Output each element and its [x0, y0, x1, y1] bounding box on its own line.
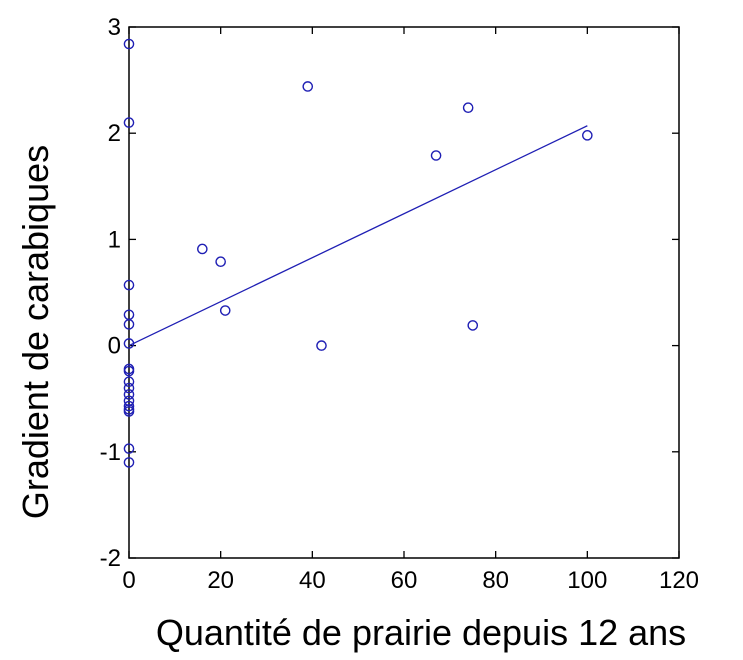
- data-point: [430, 150, 442, 161]
- data-point: [462, 102, 474, 114]
- data-point: [123, 338, 135, 349]
- data-point: [123, 395, 135, 407]
- x-tick-label: 20: [207, 567, 234, 594]
- x-axis-label: Quantité de prairie depuis 12 ans: [156, 612, 686, 653]
- y-tick-label: 0: [108, 333, 121, 360]
- x-tick-label: 80: [482, 567, 509, 594]
- data-point: [123, 443, 135, 454]
- data-point: [316, 340, 327, 351]
- x-tick-label: 60: [391, 567, 418, 594]
- y-tick-label: 2: [108, 120, 121, 147]
- plot-area: [128, 26, 680, 559]
- data-point: [123, 382, 135, 394]
- x-tick-label: 120: [659, 567, 699, 594]
- data-point: [467, 320, 479, 331]
- data-points: [123, 38, 593, 468]
- data-point: [123, 319, 135, 330]
- data-point: [123, 376, 135, 388]
- data-point: [219, 305, 231, 316]
- data-point: [197, 243, 208, 255]
- y-tick-label: 1: [108, 226, 121, 253]
- trend-line: [128, 125, 588, 347]
- y-tick-label: 3: [108, 14, 121, 41]
- data-point: [123, 389, 135, 400]
- data-point: [123, 400, 135, 412]
- axis-tick-labels: 0 20 40 60 80 100 120 -2 -1 0 1 2 3: [100, 14, 699, 594]
- x-tick-label: 0: [122, 567, 135, 594]
- x-tick-label: 40: [299, 567, 326, 594]
- data-point: [302, 81, 314, 92]
- y-axis-label: Gradient de carabiques: [15, 145, 56, 519]
- data-point: [123, 38, 135, 50]
- data-point: [582, 130, 593, 141]
- data-point: [123, 117, 135, 128]
- data-point: [123, 406, 135, 417]
- data-point: [215, 256, 226, 268]
- x-tick-label: 100: [567, 567, 607, 594]
- data-point: [123, 365, 135, 377]
- data-point: [123, 457, 135, 468]
- y-tick-label: -2: [100, 545, 121, 572]
- y-tick-label: -1: [100, 439, 121, 466]
- axis-ticks: [128, 26, 680, 559]
- data-point: [123, 279, 135, 291]
